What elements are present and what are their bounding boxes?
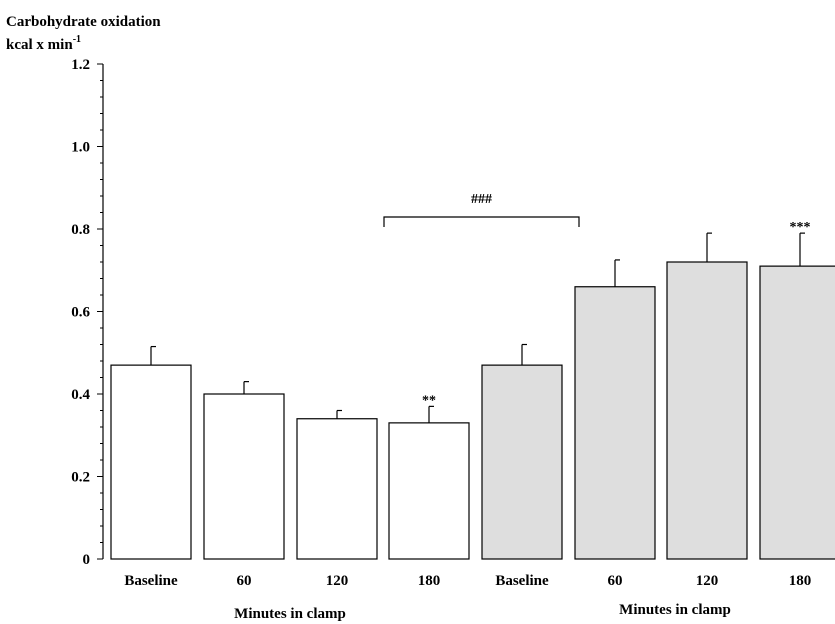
significance-marker: ** — [422, 393, 436, 408]
x-tick-label: 180 — [789, 573, 812, 589]
x-group-label: Minutes in clamp — [619, 602, 731, 618]
y-axis-unit-exponent: -1 — [72, 34, 82, 45]
bar — [759, 265, 835, 560]
x-tick-label: 60 — [237, 573, 252, 589]
x-tick-label: 180 — [418, 573, 441, 589]
bracket-significance-label: ### — [471, 192, 492, 207]
bar — [574, 286, 656, 560]
bar — [110, 364, 192, 560]
y-tick-label: 1.0 — [71, 140, 90, 156]
y-axis-unit: kcal x min — [6, 37, 73, 53]
bar — [296, 418, 378, 560]
bar — [666, 261, 748, 560]
y-axis-label-line2: kcal x min-1 — [6, 34, 82, 54]
y-tick-label: 0.2 — [71, 470, 90, 486]
x-tick-label: 120 — [326, 573, 349, 589]
bar — [388, 422, 470, 560]
y-tick-label: 0 — [83, 552, 91, 568]
y-tick-label: 0.6 — [71, 305, 90, 321]
x-tick-label: 120 — [696, 573, 719, 589]
y-tick-label: 0.8 — [71, 222, 90, 238]
significance-marker: *** — [790, 220, 811, 235]
bar — [203, 393, 285, 560]
x-tick-label: 60 — [608, 573, 623, 589]
comparison-bracket — [383, 216, 580, 227]
y-tick-label: 0.4 — [71, 387, 90, 403]
y-axis-label-line1: Carbohydrate oxidation — [6, 14, 161, 30]
x-tick-label: Baseline — [495, 573, 549, 589]
x-tick-label: Baseline — [124, 573, 178, 589]
x-group-label: Minutes in clamp — [234, 606, 346, 622]
y-tick-label: 1.2 — [71, 57, 90, 73]
bar — [481, 364, 563, 560]
